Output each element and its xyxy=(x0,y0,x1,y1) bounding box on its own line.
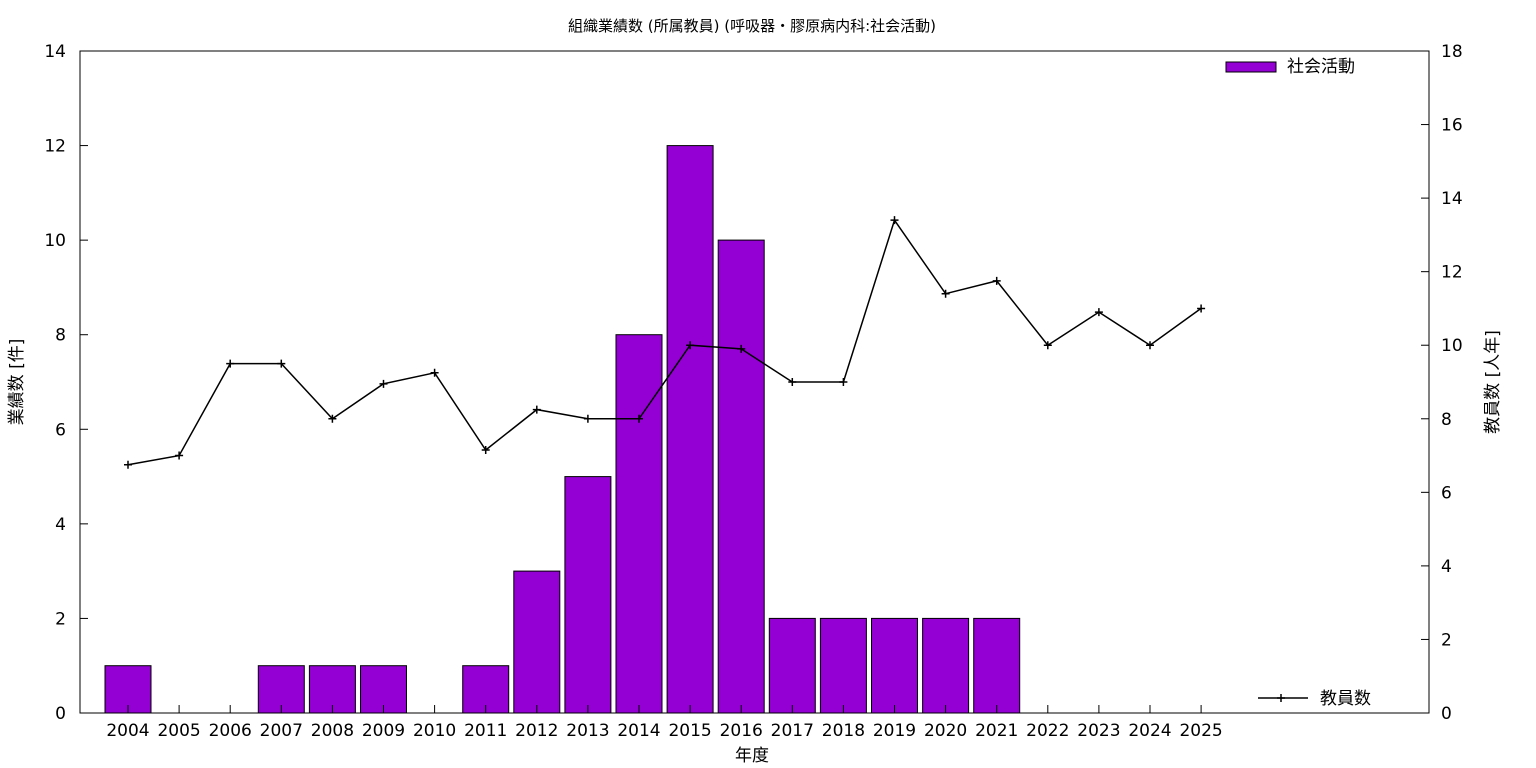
y2-tick-label: 16 xyxy=(1441,116,1463,136)
y2-tick-label: 2 xyxy=(1441,630,1452,650)
bar-2012 xyxy=(513,570,561,714)
x-axis-label: 年度 xyxy=(735,746,769,766)
x-tick-label: 2023 xyxy=(1077,721,1120,741)
point-2012 xyxy=(532,405,541,414)
point-2011 xyxy=(481,446,490,455)
point-2025 xyxy=(1197,304,1206,313)
x-tick-label: 2010 xyxy=(413,721,456,741)
y-tick-label: 6 xyxy=(55,420,66,440)
y2-tick-label: 12 xyxy=(1441,263,1463,283)
x-tick-label: 2013 xyxy=(566,721,609,741)
point-2019 xyxy=(890,216,899,225)
x-tick-label: 2005 xyxy=(157,721,200,741)
x-tick-label: 2019 xyxy=(873,721,916,741)
legend-line-label: 教員数 xyxy=(1320,689,1371,709)
y-tick-label: 0 xyxy=(55,704,66,724)
bar-2015 xyxy=(666,145,714,714)
y2-axis-label: 教員数 [人年] xyxy=(1483,330,1503,434)
point-2021 xyxy=(992,276,1001,285)
x-tick-label: 2008 xyxy=(311,721,354,741)
bar-2017 xyxy=(768,617,816,714)
series-line-教員数 xyxy=(127,218,1202,466)
bar-2020 xyxy=(922,617,970,714)
x-tick-label: 2009 xyxy=(362,721,405,741)
y2-tick-label: 8 xyxy=(1441,410,1452,430)
bar-group xyxy=(104,145,1021,714)
x-tick-label: 2017 xyxy=(771,721,814,741)
point-2023 xyxy=(1094,308,1103,317)
chart-title: 組織業績数 (所属教員) (呼吸器・膠原病内科:社会活動) xyxy=(568,17,936,35)
x-axis: 2004 2005 2006 2007 2008 2009 2010 2011 2012 2013… xyxy=(106,705,1223,741)
line-group xyxy=(124,216,1206,469)
point-2006 xyxy=(226,359,235,368)
point-2022 xyxy=(1043,341,1052,350)
point-2010 xyxy=(430,368,439,377)
point-2016 xyxy=(737,344,746,353)
point-2017 xyxy=(788,378,797,386)
x-tick-label: 2004 xyxy=(106,721,149,741)
x-tick-label: 2018 xyxy=(822,721,865,741)
point-2024 xyxy=(1146,341,1154,350)
x-tick-label: 2015 xyxy=(668,721,711,741)
bar-2014 xyxy=(615,334,663,714)
legend-bar-swatch xyxy=(1225,61,1277,73)
bar-2019 xyxy=(871,617,918,714)
y2-tick-label: 4 xyxy=(1441,557,1452,577)
legend-bar-label: 社会活動 xyxy=(1287,57,1355,77)
x-tick-label: 2021 xyxy=(975,721,1018,741)
y2-tick-label: 6 xyxy=(1441,483,1452,503)
y-axis-left: 0 2 4 6 8 10 12 14 xyxy=(44,42,88,724)
point-2014 xyxy=(635,414,643,423)
bar-2016 xyxy=(717,239,765,714)
y-tick-label: 10 xyxy=(44,231,66,251)
x-tick-label: 2025 xyxy=(1179,721,1222,741)
point-2015 xyxy=(686,341,695,350)
x-tick-label: 2022 xyxy=(1026,721,1069,741)
point-2005 xyxy=(175,451,184,460)
y-axis-label: 業績数 [件] xyxy=(7,339,27,426)
bar-2021 xyxy=(973,617,1021,714)
x-tick-label: 2016 xyxy=(720,721,763,741)
point-2009 xyxy=(379,379,388,388)
point-2018 xyxy=(839,378,848,386)
point-2013 xyxy=(583,414,592,423)
x-tick-label: 2012 xyxy=(515,721,558,741)
x-tick-label: 2011 xyxy=(464,721,507,741)
y2-tick-label: 18 xyxy=(1441,42,1463,62)
legend-bar-entry: 社会活動 xyxy=(1225,57,1355,77)
point-2008 xyxy=(328,414,337,423)
bar-2013 xyxy=(564,476,612,714)
x-tick-label: 2007 xyxy=(260,721,303,741)
legend-line-entry: 教員数 xyxy=(1258,689,1371,709)
x-tick-label: 2014 xyxy=(617,721,660,741)
x-tick-label: 2006 xyxy=(209,721,252,741)
y-tick-label: 8 xyxy=(55,326,66,346)
y-axis-right: 0 2 4 6 8 10 12 14 16 18 xyxy=(1421,42,1463,724)
y2-tick-label: 0 xyxy=(1441,704,1452,724)
y-tick-label: 4 xyxy=(55,515,66,535)
y2-tick-label: 14 xyxy=(1441,189,1463,209)
point-2004 xyxy=(124,460,132,469)
y-tick-label: 2 xyxy=(55,609,66,629)
point-2007 xyxy=(277,359,286,368)
y2-tick-label: 10 xyxy=(1441,336,1463,356)
x-tick-label: 2020 xyxy=(924,721,967,741)
x-tick-label: 2024 xyxy=(1128,721,1171,741)
bar-2018 xyxy=(819,617,867,714)
point-2020 xyxy=(941,289,950,298)
y-tick-label: 14 xyxy=(44,42,66,62)
y-tick-label: 12 xyxy=(44,137,66,157)
legend-line-marker xyxy=(1277,694,1285,702)
